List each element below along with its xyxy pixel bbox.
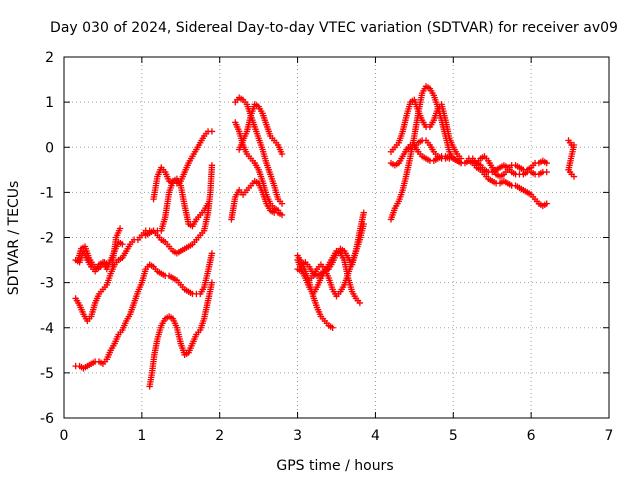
- x-tick-label: 2: [215, 428, 224, 444]
- data-point: [543, 168, 550, 176]
- data-point: [543, 159, 550, 167]
- x-tick-label: 0: [60, 428, 69, 444]
- grid-lines: [64, 57, 609, 418]
- y-tick-label: -4: [40, 321, 54, 337]
- data-point: [356, 299, 364, 307]
- data-series: [74, 225, 124, 273]
- data-series: [158, 175, 212, 234]
- y-tick-label: 0: [45, 140, 54, 156]
- x-axis-ticks: 0 1 2 3 4 5 6 7: [60, 57, 614, 444]
- data-series: [403, 137, 457, 162]
- data-point: [360, 220, 367, 228]
- x-tick-label: 5: [449, 428, 458, 444]
- data-point: [119, 241, 126, 248]
- data-point: [278, 150, 286, 158]
- y-tick-label: 1: [45, 95, 54, 111]
- x-axis-title: GPS time / hours: [276, 458, 393, 474]
- data-point: [208, 279, 216, 286]
- x-tick-label: 7: [605, 428, 614, 444]
- data-point: [208, 162, 216, 169]
- data-point: [329, 324, 336, 331]
- data-point: [208, 128, 216, 135]
- data-point: [543, 200, 550, 207]
- data-point: [278, 200, 286, 207]
- x-tick-label: 1: [137, 428, 146, 444]
- data-point: [274, 207, 282, 214]
- data-point: [570, 173, 578, 180]
- y-tick-label: -3: [40, 276, 54, 292]
- data-point: [457, 159, 465, 167]
- data-series: [146, 279, 216, 390]
- x-tick-label: 3: [293, 428, 302, 444]
- data-point: [116, 225, 124, 232]
- y-tick-label: 2: [45, 50, 54, 66]
- data-series: [387, 83, 473, 223]
- y-tick-label: -2: [40, 231, 54, 247]
- y-tick-label: -1: [40, 185, 54, 201]
- chart-title: Day 030 of 2024, Sidereal Day-to-day VTE…: [50, 20, 618, 36]
- data-series: [72, 250, 216, 372]
- data-series: [294, 220, 367, 300]
- data-series: [387, 96, 465, 162]
- y-tick-label: -6: [40, 411, 54, 427]
- data-point: [278, 211, 286, 219]
- x-tick-label: 4: [371, 428, 380, 444]
- data-point: [204, 200, 212, 207]
- x-tick-label: 6: [527, 428, 536, 444]
- data-series: [72, 227, 161, 325]
- data-series: [228, 177, 286, 223]
- y-tick-label: -5: [40, 366, 54, 382]
- data-point: [450, 155, 457, 162]
- data-point: [208, 250, 216, 257]
- data-series: [565, 137, 578, 180]
- data-series: [469, 157, 550, 178]
- data-series: [235, 101, 286, 158]
- data-series: [142, 162, 216, 257]
- data-points: [72, 83, 578, 390]
- y-axis-title: SDTVAR / TECUs: [6, 181, 22, 296]
- data-point: [360, 209, 367, 216]
- y-axis-ticks: -6 -5 -4 -3 -2 -1 0 1 2: [40, 50, 609, 427]
